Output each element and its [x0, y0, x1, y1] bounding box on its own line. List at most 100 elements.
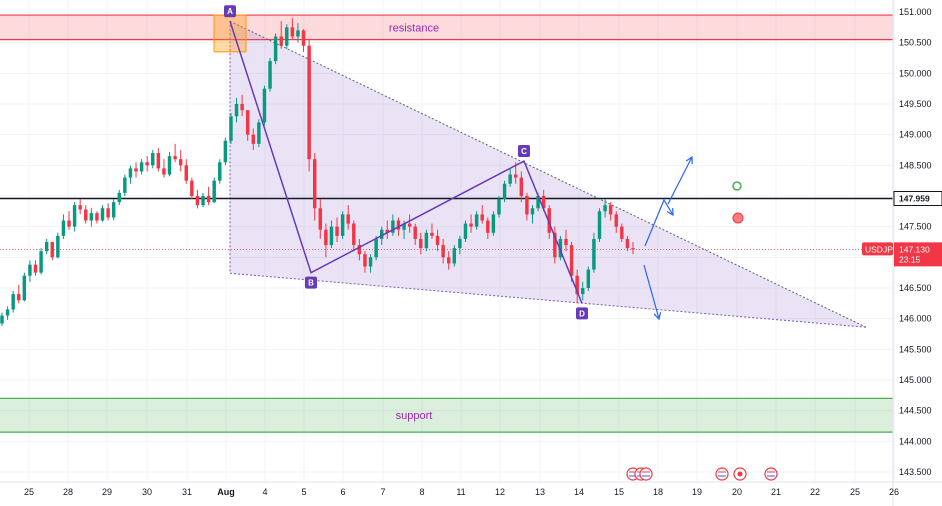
- y-tick-label: 148.500: [899, 160, 932, 170]
- x-tick-label: 29: [102, 487, 112, 497]
- wedge-upper-line: [229, 20, 867, 328]
- candle-body: [480, 214, 484, 221]
- y-tick-label: 147.500: [899, 222, 932, 232]
- candle-body: [435, 235, 440, 246]
- candle-body: [497, 199, 501, 215]
- candle-body: [603, 205, 607, 212]
- candle-body: [514, 174, 518, 178]
- candle-body: [234, 103, 239, 117]
- candle-body: [620, 226, 624, 239]
- candle-body: [229, 116, 233, 141]
- x-tick-label: 6: [340, 487, 345, 497]
- candle-body: [586, 269, 591, 288]
- candle-body: [597, 211, 602, 239]
- x-tick-label: 14: [574, 487, 584, 497]
- candle-body: [22, 275, 27, 301]
- x-tick-label: 4: [262, 487, 267, 497]
- y-tick-label: 149.500: [899, 99, 932, 109]
- candle-body: [145, 162, 149, 166]
- candle-body: [162, 168, 166, 175]
- candle-body: [519, 177, 524, 196]
- markers: [626, 181, 778, 481]
- y-tick-label: 144.500: [899, 406, 932, 416]
- key-level-badge: [893, 191, 942, 207]
- point-c-marker: [518, 145, 530, 158]
- arrow-up: [667, 156, 693, 205]
- red-circle-marker: [732, 212, 744, 224]
- x-tick-label: 25: [850, 487, 860, 497]
- candle-body: [268, 61, 272, 89]
- candles: [0, 18, 635, 327]
- candle-body: [452, 248, 457, 264]
- candle-body: [273, 36, 278, 62]
- last-price-text: 147.130: [899, 244, 930, 254]
- candle-body: [100, 208, 105, 221]
- candle-body: [446, 257, 451, 264]
- countdown-text: 23:15: [899, 254, 921, 264]
- candle-body: [156, 153, 161, 169]
- arrow-down: [643, 264, 660, 320]
- candle-body: [340, 214, 345, 236]
- support-label: support: [396, 410, 433, 422]
- candle-body: [28, 264, 32, 276]
- x-tick-label: 21: [771, 487, 781, 497]
- candle-body: [357, 245, 362, 255]
- projection-arrows: [643, 155, 693, 321]
- candle-body: [184, 165, 189, 181]
- candle-body: [536, 195, 540, 209]
- candle-body: [67, 220, 71, 227]
- candle-body: [385, 229, 390, 233]
- candle-body: [363, 254, 367, 267]
- candle-body: [474, 214, 479, 227]
- candle-body: [558, 238, 563, 258]
- event-flag-icon: [764, 467, 778, 481]
- candle-body: [139, 162, 144, 172]
- candle-body: [39, 251, 43, 273]
- x-tick-label: 22: [810, 487, 820, 497]
- candle-body: [379, 229, 384, 239]
- candle-body: [502, 183, 507, 200]
- key-level-badge-text: 147.959: [899, 194, 930, 204]
- point-a-label: A: [227, 7, 233, 16]
- x-tick-label: 25: [24, 487, 34, 497]
- candle-body: [218, 162, 222, 181]
- zones: resistance support: [0, 14, 893, 433]
- candle-body: [368, 257, 373, 267]
- candle-body: [134, 168, 138, 172]
- y-tick-label: 151.000: [899, 7, 932, 17]
- candle-body: [592, 238, 596, 270]
- x-tick-label: 28: [63, 487, 73, 497]
- x-tick-label: 18: [653, 487, 663, 497]
- support-zone: [0, 398, 893, 433]
- x-tick-label: 19: [692, 487, 702, 497]
- symbol-badge: [862, 242, 893, 256]
- x-tick-label: 15: [614, 487, 624, 497]
- point-b-marker: [305, 276, 317, 289]
- candle-body: [547, 208, 551, 233]
- candle-body: [240, 103, 244, 111]
- candle-body: [307, 45, 311, 160]
- candle-body: [458, 238, 462, 249]
- x-tick-label: 13: [535, 487, 545, 497]
- candle-body: [312, 159, 317, 209]
- candle-body: [525, 195, 529, 215]
- point-c-label: C: [521, 147, 527, 156]
- x-tick-label: 11: [456, 487, 465, 497]
- candle-body: [33, 264, 38, 273]
- y-tick-label: 145.500: [899, 344, 932, 354]
- candle-body: [352, 223, 356, 246]
- candle-body: [569, 245, 574, 276]
- y-tick-label: 144.000: [899, 436, 932, 446]
- candle-body: [89, 213, 94, 221]
- candle-body: [84, 209, 88, 221]
- green-circle-marker: [732, 181, 742, 191]
- candle-body: [407, 223, 412, 227]
- candle-body: [553, 232, 557, 258]
- candle-body: [106, 208, 110, 218]
- resistance-label: resistance: [389, 22, 439, 34]
- candle-body: [324, 229, 328, 246]
- y-tick-label: 150.000: [899, 68, 932, 78]
- candle-body: [72, 205, 77, 227]
- candle-body: [279, 36, 283, 46]
